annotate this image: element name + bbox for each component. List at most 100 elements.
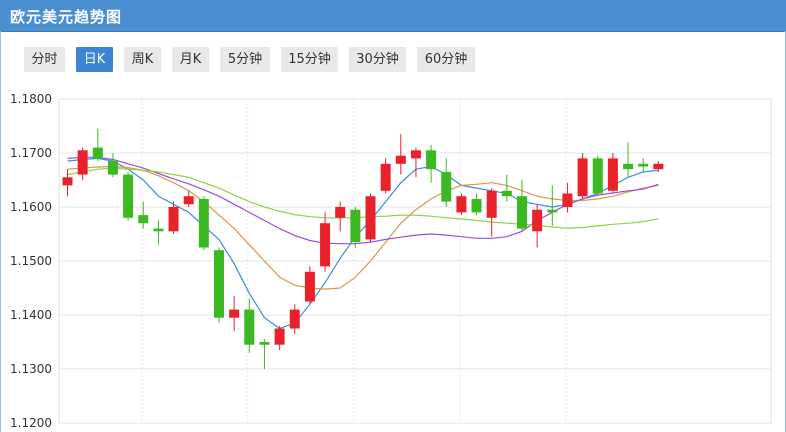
y-tick-label: 1.1200	[10, 416, 52, 430]
tab-daily-k[interactable]: 日K	[76, 47, 113, 72]
candle-body	[562, 193, 573, 207]
candle-body	[107, 161, 118, 175]
y-tick-label: 1.1400	[10, 308, 52, 322]
candle-body	[441, 171, 452, 202]
candle-body	[350, 209, 361, 243]
candle-body	[607, 158, 618, 191]
candle	[244, 298, 255, 353]
candle-body	[577, 158, 588, 197]
candle-body	[92, 147, 103, 159]
candle-body	[259, 342, 270, 345]
candle	[62, 169, 73, 197]
candlestick-chart: 1.1200 1.1300 1.1400 1.1500 1.1600 1.1700 1.18…	[10, 92, 772, 430]
candle	[486, 188, 497, 237]
candle	[153, 220, 164, 245]
candle	[304, 266, 315, 305]
tab-weekly-k[interactable]: 周K	[124, 47, 161, 72]
y-tick-label: 1.1500	[10, 254, 52, 268]
candle-body	[410, 150, 421, 159]
candle	[123, 171, 134, 221]
candle-body	[335, 207, 346, 218]
candle-body	[501, 190, 512, 197]
candle	[547, 185, 558, 226]
candle	[289, 304, 300, 334]
candle-body	[304, 271, 315, 302]
chart-header: 欧元美元趋势图	[0, 0, 786, 32]
candle	[320, 212, 331, 272]
candle-body	[547, 209, 558, 213]
candle	[410, 147, 421, 178]
y-tick-label: 1.1300	[10, 362, 52, 376]
candle-body	[289, 309, 300, 329]
ma5-line	[67, 157, 659, 330]
candle	[592, 155, 603, 197]
candle-body	[229, 309, 240, 318]
tab-15min[interactable]: 15分钟	[281, 47, 338, 72]
candle	[441, 158, 452, 207]
candle	[107, 153, 118, 178]
candle-body	[456, 196, 467, 213]
candle	[607, 153, 618, 194]
candle	[77, 147, 88, 180]
candle	[623, 142, 634, 178]
candle	[198, 196, 209, 251]
tab-5min[interactable]: 5分钟	[220, 47, 270, 72]
candle	[183, 190, 194, 207]
candle-body	[486, 190, 497, 218]
candle	[426, 144, 437, 183]
candle-body	[426, 150, 437, 170]
candle	[638, 158, 649, 172]
candle	[365, 193, 376, 243]
candle	[456, 193, 467, 216]
y-tick-label: 1.1800	[10, 92, 52, 106]
candle-body	[471, 198, 482, 213]
candle	[259, 339, 270, 369]
candle-body	[517, 196, 527, 229]
tab-fenshi[interactable]: 分时	[24, 47, 65, 72]
candle-body	[592, 158, 603, 194]
tab-monthly-k[interactable]: 月K	[172, 47, 209, 72]
candle-body	[623, 163, 634, 170]
candle	[138, 201, 149, 229]
candle	[229, 296, 240, 332]
candle-body	[395, 155, 406, 164]
y-tick-label: 1.1700	[10, 146, 52, 160]
candle	[395, 134, 406, 175]
candle-body	[77, 150, 88, 175]
candle	[168, 201, 179, 234]
candle	[501, 174, 512, 202]
candle-body	[532, 209, 543, 232]
candle-body	[168, 207, 179, 232]
candle	[92, 128, 103, 162]
tab-60min[interactable]: 60分钟	[417, 47, 475, 72]
candle-body	[274, 328, 285, 345]
candle	[214, 247, 224, 324]
tab-30min[interactable]: 30分钟	[349, 47, 406, 72]
candle	[532, 204, 543, 248]
candle-body	[198, 198, 209, 248]
candle	[380, 158, 391, 194]
candle-body	[380, 163, 391, 191]
candle	[471, 193, 482, 216]
ma10-line	[67, 165, 659, 290]
ma20-line	[67, 156, 659, 245]
candle	[335, 201, 346, 232]
candle	[517, 180, 527, 232]
candle	[653, 161, 664, 172]
candle-body	[653, 163, 664, 170]
candle	[577, 153, 588, 199]
y-tick-label: 1.1600	[10, 200, 52, 214]
candle-body	[638, 163, 649, 167]
candle-body	[123, 174, 134, 218]
candle-body	[62, 177, 73, 186]
candle-body	[244, 309, 255, 345]
candle-body	[153, 228, 164, 232]
candle-body	[365, 196, 376, 240]
candle-body	[214, 250, 224, 318]
candle	[274, 325, 285, 351]
chart-title: 欧元美元趋势图	[10, 8, 123, 26]
candle	[350, 207, 361, 248]
candle	[562, 182, 573, 213]
candle-body	[320, 223, 331, 267]
ma60-line	[67, 167, 659, 229]
